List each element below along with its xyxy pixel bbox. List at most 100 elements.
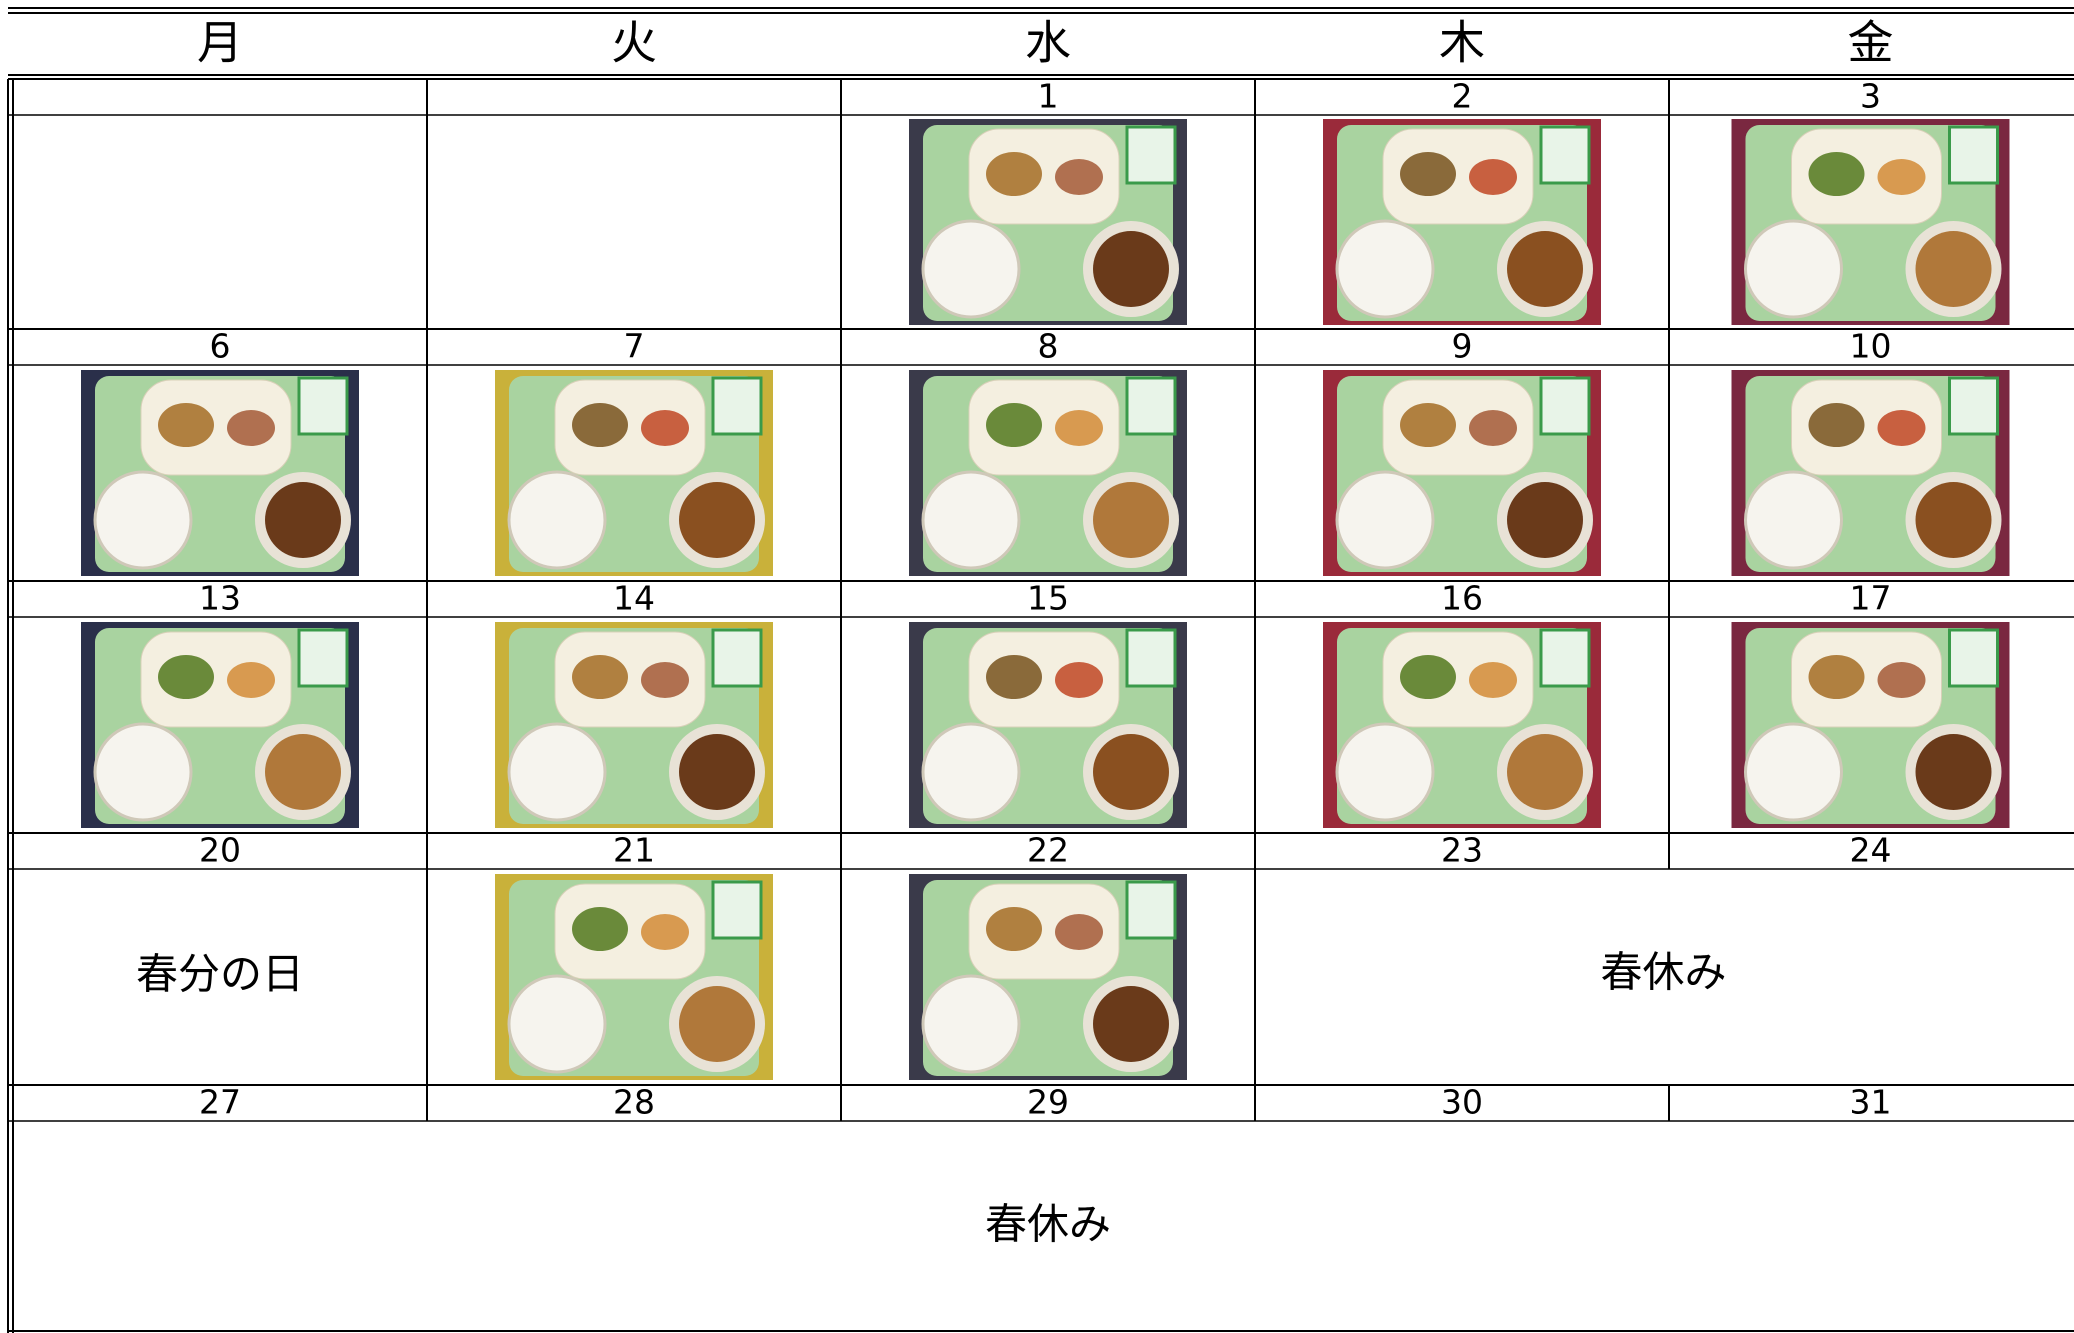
side-dish bbox=[1808, 403, 1865, 447]
milk-carton bbox=[1125, 376, 1177, 436]
rice-bowl bbox=[93, 722, 193, 822]
meal-photo bbox=[1323, 370, 1601, 576]
meal-photo bbox=[909, 119, 1187, 325]
meal-photo bbox=[81, 370, 359, 576]
main-dish bbox=[641, 914, 689, 950]
date-label: 15 bbox=[1027, 579, 1069, 618]
plate bbox=[554, 883, 706, 980]
date-label: 22 bbox=[1027, 831, 1069, 870]
main-dish bbox=[1055, 662, 1103, 698]
date-label: 10 bbox=[1850, 327, 1892, 366]
rice-bowl bbox=[921, 974, 1021, 1074]
rice-bowl bbox=[93, 470, 193, 570]
date-label: 14 bbox=[613, 579, 655, 618]
milk-carton bbox=[1539, 376, 1591, 436]
milk-carton bbox=[711, 628, 763, 688]
plate bbox=[968, 128, 1120, 225]
rice-bowl bbox=[921, 470, 1021, 570]
date-label: 9 bbox=[1452, 327, 1473, 366]
meal-photo bbox=[909, 370, 1187, 576]
milk-carton bbox=[711, 376, 763, 436]
plate bbox=[1382, 379, 1534, 476]
date-label: 8 bbox=[1038, 327, 1059, 366]
milk-carton bbox=[1948, 628, 1999, 688]
rice-bowl bbox=[1744, 722, 1843, 822]
plate bbox=[1382, 128, 1534, 225]
meal-photo bbox=[909, 874, 1187, 1080]
soup bbox=[1093, 734, 1169, 810]
side-dish bbox=[1808, 152, 1865, 196]
date-label: 3 bbox=[1860, 77, 1881, 116]
main-dish bbox=[227, 662, 275, 698]
side-dish bbox=[986, 403, 1042, 447]
side-dish bbox=[986, 907, 1042, 951]
milk-carton bbox=[1125, 628, 1177, 688]
side-dish bbox=[158, 403, 214, 447]
rice-bowl bbox=[507, 470, 607, 570]
holiday-label: 春分の日 bbox=[136, 950, 304, 999]
soup bbox=[1093, 231, 1169, 307]
rice-bowl bbox=[1335, 219, 1435, 319]
date-label: 28 bbox=[613, 1083, 655, 1122]
weekday-label: 月 bbox=[197, 16, 243, 70]
rice-bowl bbox=[1744, 219, 1843, 319]
side-dish bbox=[986, 655, 1042, 699]
side-dish bbox=[572, 907, 628, 951]
rice-bowl bbox=[507, 722, 607, 822]
soup bbox=[1093, 986, 1169, 1062]
soup bbox=[1507, 734, 1583, 810]
date-label: 20 bbox=[199, 831, 241, 870]
date-label: 23 bbox=[1441, 831, 1483, 870]
plate bbox=[1791, 128, 1942, 225]
main-dish bbox=[1469, 410, 1517, 446]
meal-photo bbox=[495, 874, 773, 1080]
soup bbox=[1507, 231, 1583, 307]
side-dish bbox=[572, 403, 628, 447]
side-dish bbox=[1400, 655, 1456, 699]
side-dish bbox=[1808, 655, 1865, 699]
date-label: 21 bbox=[613, 831, 655, 870]
meal-photo bbox=[909, 622, 1187, 828]
rice-bowl bbox=[921, 722, 1021, 822]
meal-photo bbox=[1731, 622, 2010, 828]
main-dish bbox=[1055, 159, 1103, 195]
date-label: 16 bbox=[1441, 579, 1483, 618]
milk-carton bbox=[1948, 125, 1999, 185]
holiday-label: 春休み bbox=[1600, 948, 1726, 997]
soup bbox=[1093, 482, 1169, 558]
plate bbox=[140, 379, 292, 476]
milk-carton bbox=[1539, 628, 1591, 688]
date-label: 7 bbox=[624, 327, 645, 366]
meal-photo bbox=[1323, 119, 1601, 325]
side-dish bbox=[158, 655, 214, 699]
plate bbox=[1791, 379, 1942, 476]
milk-carton bbox=[1948, 376, 1999, 436]
rice-bowl bbox=[1335, 722, 1435, 822]
main-dish bbox=[1877, 410, 1926, 446]
rice-bowl bbox=[507, 974, 607, 1074]
soup bbox=[1915, 231, 1992, 307]
rice-bowl bbox=[1744, 470, 1843, 570]
rice-bowl bbox=[921, 219, 1021, 319]
plate bbox=[1791, 631, 1942, 728]
date-label: 27 bbox=[199, 1083, 241, 1122]
date-label: 24 bbox=[1850, 831, 1892, 870]
main-dish bbox=[641, 662, 689, 698]
soup bbox=[679, 734, 755, 810]
main-dish bbox=[1469, 159, 1517, 195]
date-label: 29 bbox=[1027, 1083, 1069, 1122]
plate bbox=[1382, 631, 1534, 728]
date-label: 30 bbox=[1441, 1083, 1483, 1122]
soup bbox=[1507, 482, 1583, 558]
plate bbox=[968, 883, 1120, 980]
date-label: 31 bbox=[1850, 1083, 1892, 1122]
soup bbox=[265, 482, 341, 558]
rice-bowl bbox=[1335, 470, 1435, 570]
main-dish bbox=[1055, 410, 1103, 446]
plate bbox=[554, 631, 706, 728]
milk-carton bbox=[297, 628, 349, 688]
side-dish bbox=[986, 152, 1042, 196]
soup bbox=[1915, 482, 1992, 558]
